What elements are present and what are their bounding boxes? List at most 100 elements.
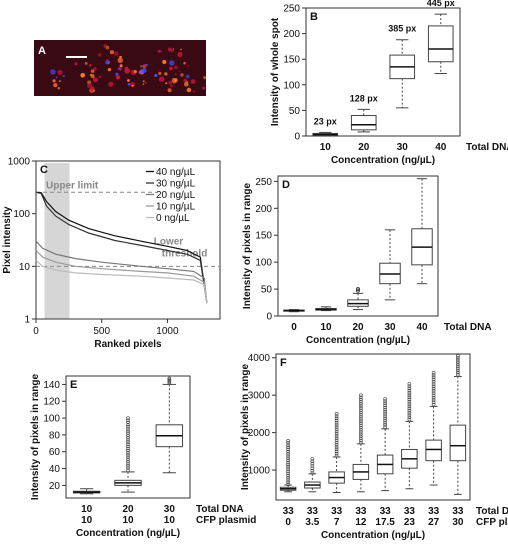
spot (107, 68, 111, 72)
outlier-point (359, 406, 363, 410)
outlier-point (407, 393, 412, 397)
outlier-point (407, 399, 412, 404)
outlier-point (456, 362, 460, 367)
outlier-point (334, 431, 339, 436)
outlier-point (383, 425, 387, 429)
outlier-point (334, 427, 339, 432)
spot (144, 81, 147, 84)
outlier-point (286, 449, 290, 454)
y-tick-label: 1000 (248, 466, 271, 477)
box-annotation: 23 px (314, 116, 337, 126)
y-tick-label: 200 (255, 204, 272, 215)
outlier-point (286, 480, 290, 484)
spot (115, 75, 121, 80)
panel-label: D (282, 179, 290, 191)
y-tick-label: 0 (266, 312, 272, 323)
outlier-point (286, 439, 290, 443)
outlier-point (456, 368, 460, 373)
x-row-label: Total DNA (444, 322, 492, 333)
spot (90, 86, 95, 91)
outlier-point (126, 466, 130, 470)
x-tick-label: 10 (164, 515, 176, 526)
outlier-point (286, 471, 290, 476)
spot (57, 69, 63, 75)
x-tick-label: 3.5 (305, 517, 319, 528)
spot (168, 80, 173, 85)
spot (193, 90, 196, 93)
y-tick-label: 150 (283, 55, 300, 66)
spot (105, 60, 110, 65)
spot (127, 82, 131, 86)
outlier-point (407, 397, 412, 402)
outlier-point (126, 464, 130, 468)
spot (177, 51, 183, 58)
outlier-point (456, 360, 460, 364)
outlier-point (286, 443, 290, 448)
series-line (35, 240, 208, 304)
panel-label: E (70, 379, 77, 391)
outlier-point (359, 436, 363, 441)
outlier-point (359, 393, 363, 398)
outlier-point (286, 465, 290, 469)
y-tick-label: 200 (283, 29, 300, 40)
upper-limit-label: Upper limit (46, 180, 99, 191)
spot (190, 79, 196, 84)
box-annotation: 128 px (350, 93, 378, 103)
outlier-point (431, 377, 436, 382)
y-tick-label: 1 (24, 315, 30, 326)
outlier-point (383, 410, 387, 414)
spot (154, 73, 158, 78)
y-axis-title: Intensity of whole spot (270, 17, 281, 126)
outlier-point (431, 402, 436, 407)
outlier-point (407, 390, 412, 395)
spot (171, 49, 174, 53)
spot (131, 84, 134, 88)
outlier-point (310, 461, 315, 466)
spot (108, 81, 114, 87)
spot (158, 71, 162, 75)
x-tick-label: 20 (122, 504, 134, 515)
y-axis-title: Intensity of pixels in range (242, 182, 253, 309)
y-tick-label: 250 (283, 4, 300, 15)
spot (140, 65, 143, 68)
outlier-point (431, 384, 436, 389)
x-tick-label: 0 (291, 322, 297, 333)
outlier-point (359, 414, 363, 419)
outlier-point (310, 456, 315, 461)
spot (98, 75, 102, 79)
outlier-point (286, 458, 290, 463)
outlier-point (431, 398, 436, 402)
box (427, 25, 454, 63)
y-tick-label: 80 (49, 430, 61, 441)
outlier-point (286, 454, 290, 458)
spot (105, 45, 110, 50)
outlier-point (407, 386, 412, 391)
spot (62, 75, 65, 78)
y-tick-label: 1000 (8, 157, 31, 168)
panel-a-label: A (38, 45, 46, 57)
panel-label: C (40, 164, 48, 176)
x-tick-label: 20 (358, 142, 370, 153)
spot (57, 87, 60, 90)
spot (178, 70, 181, 73)
outlier-point (383, 401, 387, 406)
outlier-point (126, 468, 130, 473)
x-axis-title: Concentration (ng/µL) (321, 530, 425, 541)
series-line (35, 259, 208, 304)
spot (184, 81, 189, 87)
x-tick-label: 10 (320, 142, 332, 153)
spot (185, 74, 190, 79)
spot (170, 84, 173, 88)
outlier-point (383, 414, 387, 419)
fluorescent-spots (50, 44, 207, 93)
x-tick-label: 0 (33, 326, 39, 337)
x-tick-label: 17.5 (375, 517, 395, 528)
outlier-point (456, 358, 460, 362)
outlier-point (310, 471, 315, 475)
outlier-point (359, 399, 363, 404)
x-tick-label: 0 (285, 517, 291, 528)
plot-frame (277, 175, 439, 317)
spot (106, 59, 109, 62)
